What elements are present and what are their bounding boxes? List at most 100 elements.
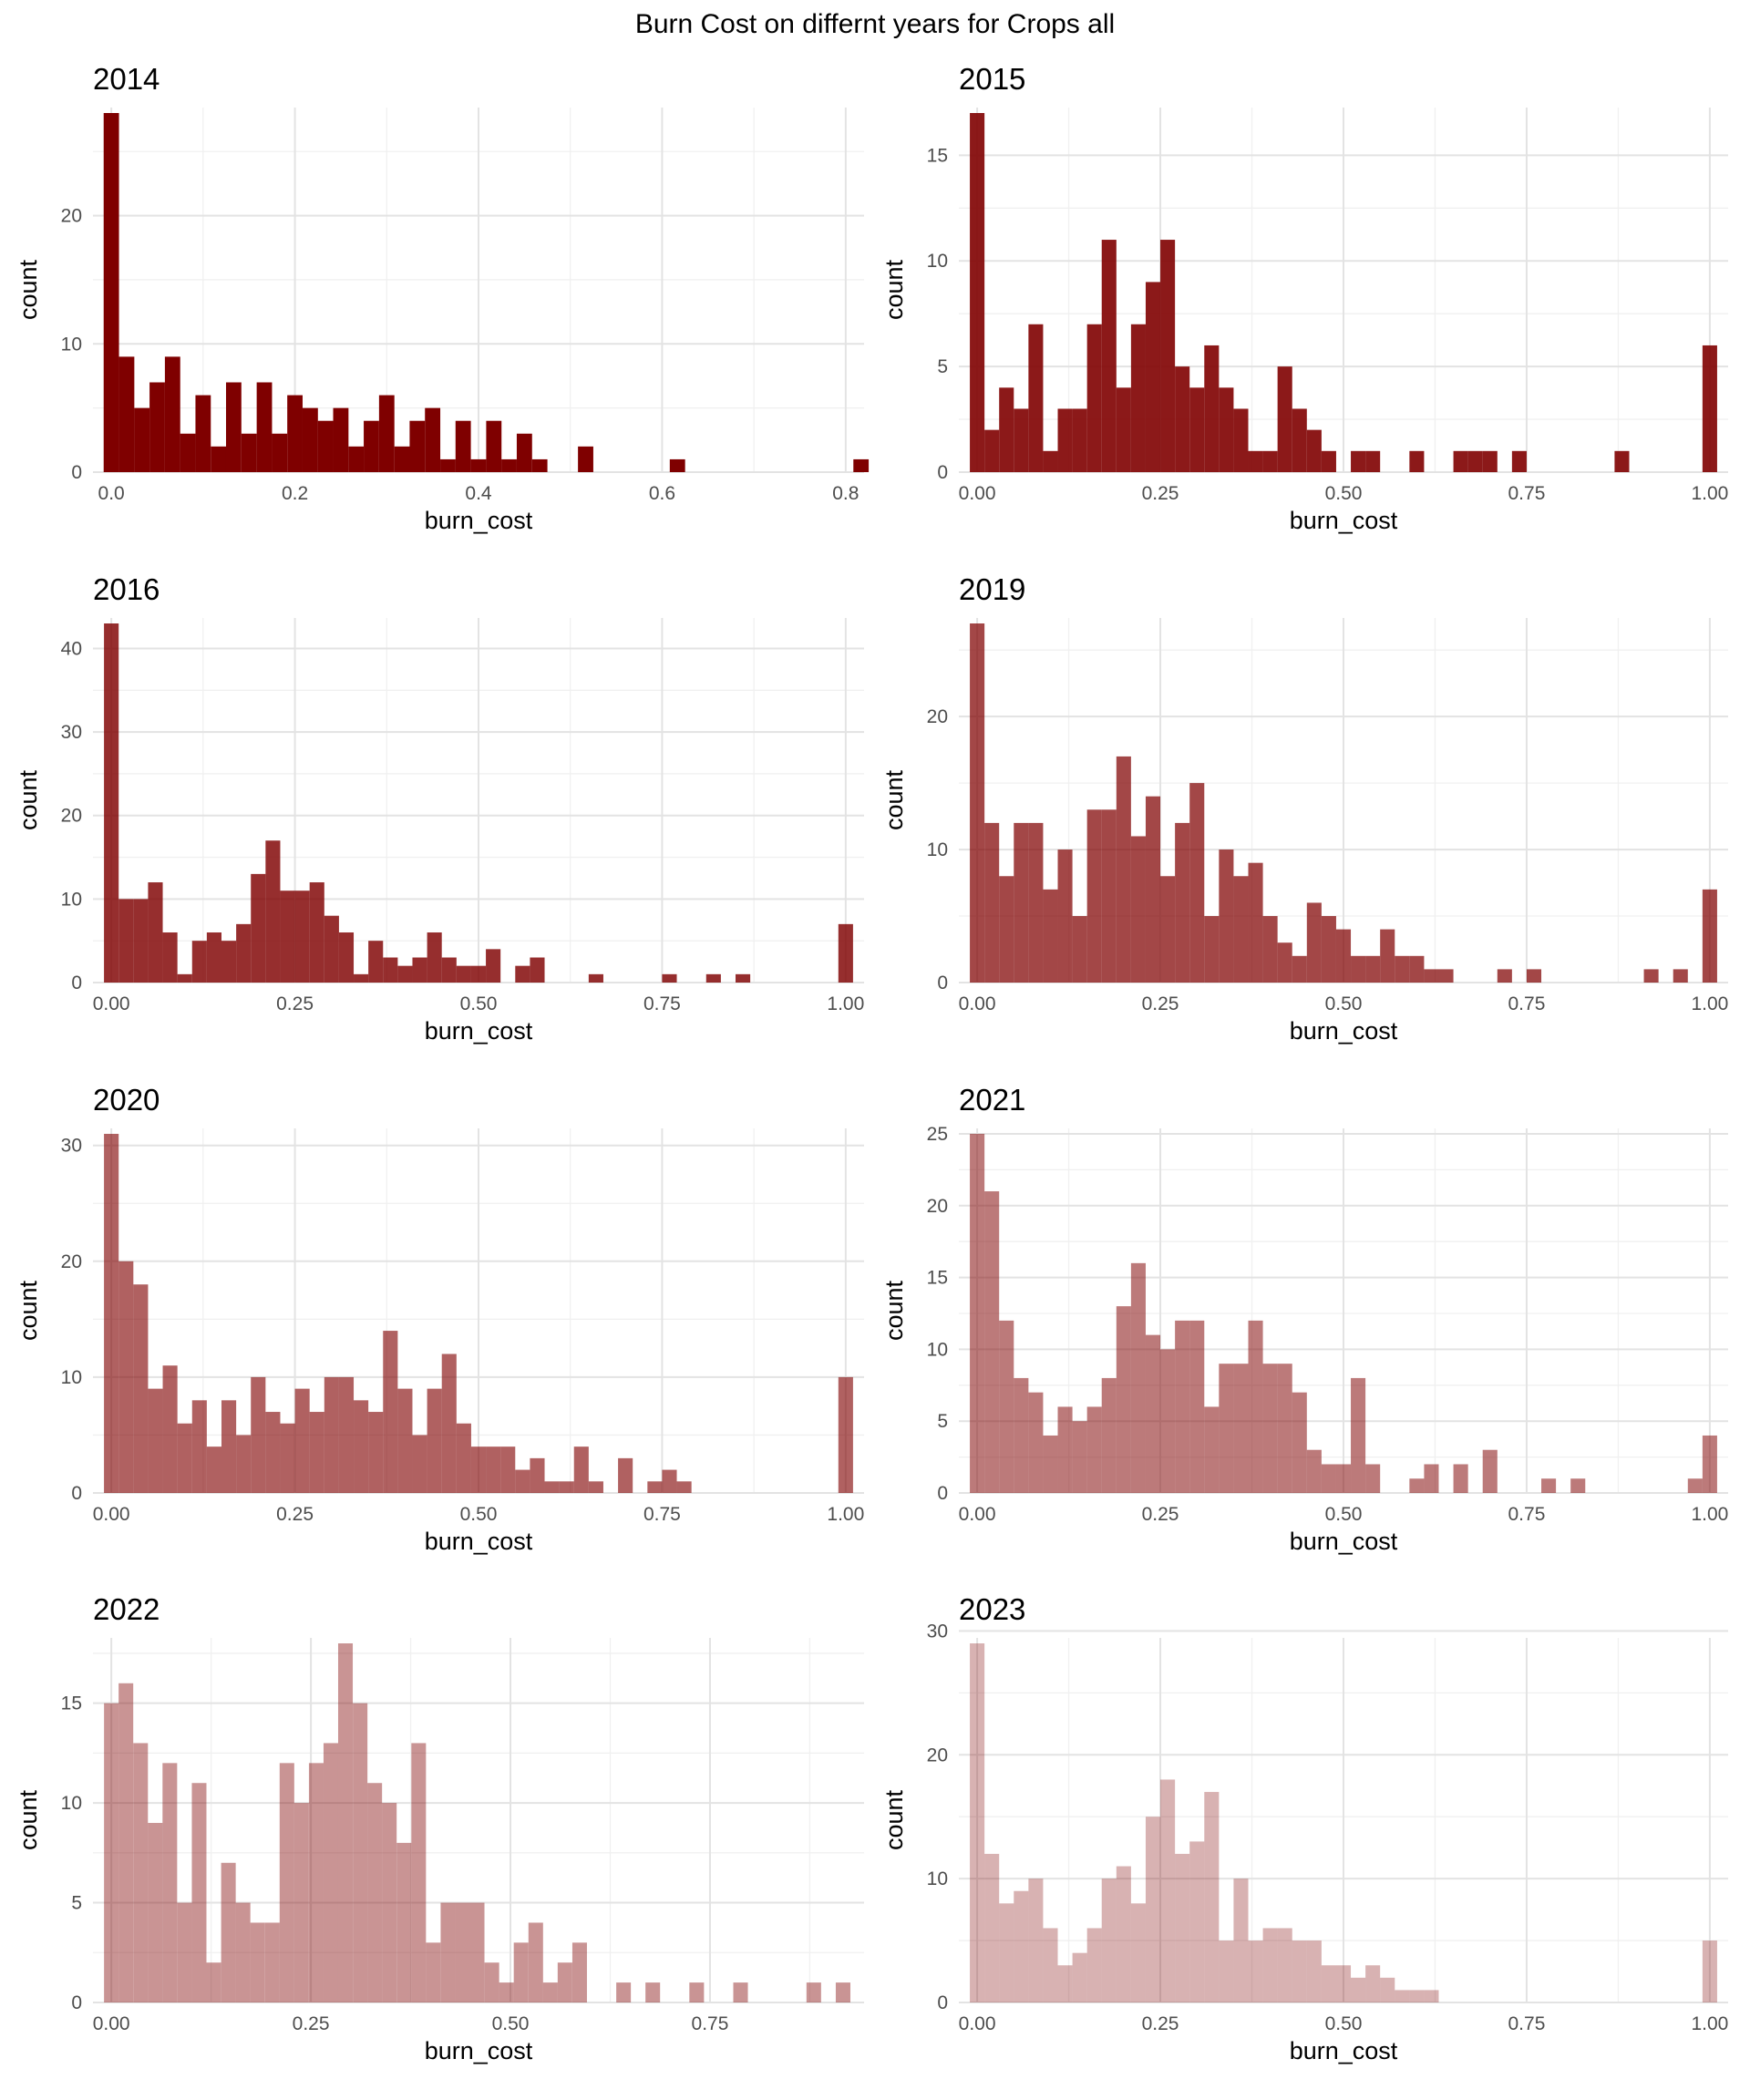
histogram-bar [1262,916,1278,983]
histogram-bar [133,1743,149,2002]
histogram-bar [265,1412,281,1493]
histogram-bar [1101,240,1117,472]
histogram-bar [1306,429,1322,472]
histogram-bar [1189,783,1205,983]
x-tick-label: 0.00 [959,483,996,504]
histogram-bar [1086,324,1102,472]
histogram-bar [1277,942,1292,983]
histogram-bar [397,965,413,983]
histogram-bar [1321,450,1336,472]
x-tick-label: 1.00 [827,993,864,1014]
histogram-bar [1541,1478,1557,1493]
histogram-bar [118,899,134,983]
histogram-bar [1702,1940,1717,2002]
histogram-bar [409,420,426,472]
y-tick-label: 0 [937,1992,948,2013]
histogram-bar [293,1803,309,2002]
panel-title: 2014 [93,62,160,96]
histogram-bar [1101,1879,1117,2002]
x-axis-title: burn_cost [425,1017,533,1045]
histogram-bar [280,890,295,983]
histogram-bar [1219,387,1234,472]
histogram-bar [1189,1320,1205,1493]
histogram-bar [470,965,487,983]
panel-2021: 0.00 0.25 0.50 0.75 1.00 0 5 10 15 20 25 2021 burn_c… [880,1083,1728,1555]
y-tick-label: 40 [61,638,82,659]
histogram-bar [1380,1977,1395,2002]
histogram-bar [1292,1940,1307,2002]
histogram-bar [324,1376,339,1493]
x-tick-label: 0.00 [93,1504,130,1525]
x-tick-label: 0.50 [492,2013,530,2034]
histogram-bar [397,1388,413,1493]
histogram-bar [1145,1817,1161,2002]
y-tick-label: 10 [927,1868,948,1889]
histogram-bar [455,420,471,472]
histogram-bar [501,458,517,472]
y-tick-label: 5 [71,1893,82,1914]
histogram-bar [1116,1866,1131,2002]
x-tick-label: 0.25 [1142,483,1179,504]
histogram-bar [1072,1952,1087,2002]
x-axis-title: burn_cost [425,1528,533,1555]
histogram-bar [1262,1364,1278,1493]
histogram-bar [177,1902,192,2002]
x-axis-title: burn_cost [1290,507,1398,534]
histogram-bar [1204,1792,1220,2002]
histogram-bar [441,1354,457,1493]
histogram-bar [324,915,339,983]
y-tick-label: 20 [61,806,82,827]
panel-2016: 0.00 0.25 0.50 0.75 1.00 0 10 20 30 40 2016 burn_co… [15,572,864,1045]
x-tick-label: 1.00 [827,1504,864,1525]
x-tick-label: 1.00 [1691,2013,1728,2034]
histogram-bar [999,1320,1014,1493]
histogram-bar [835,1982,850,2002]
y-axis-title: count [880,1789,908,1850]
histogram-bar [148,882,163,983]
histogram-bar [1028,822,1044,983]
x-axis-title: burn_cost [425,2037,533,2064]
histogram-bar [984,429,1000,472]
x-tick-label: 0.50 [1325,993,1363,1014]
histogram-bar [411,1743,427,2002]
histogram-bar [1160,1779,1176,2002]
histogram-bar [515,1469,530,1493]
histogram-bar [251,873,266,983]
histogram-bar [1292,955,1307,983]
histogram-bar [1043,1928,1058,2002]
histogram-bar [1335,929,1352,983]
y-tick-label: 10 [61,1367,82,1388]
y-tick-label: 15 [927,1268,948,1289]
histogram-bar [1277,1928,1292,2002]
histogram-bar [1145,796,1161,983]
histogram-bar [1497,969,1512,983]
histogram-bar [662,973,677,983]
histogram-bar [573,1446,589,1493]
y-tick-label: 0 [937,973,948,993]
histogram-bar [1175,1853,1190,2002]
histogram-bar [1570,1478,1586,1493]
histogram-bar [1687,1478,1703,1493]
x-tick-label: 0.50 [1325,2013,1363,2034]
histogram-bar [616,1982,632,2002]
y-axis-title: count [15,259,42,320]
histogram-bar [211,446,227,472]
histogram-bar [412,957,427,983]
histogram-bar [1160,240,1176,472]
histogram-bar [309,1412,324,1493]
histogram-bar [1101,809,1117,983]
x-tick-label: 0.25 [276,1504,314,1525]
histogram-bar [162,1365,178,1493]
histogram-bar [1043,889,1058,983]
histogram-bar [1057,408,1073,472]
histogram-bar [294,890,310,983]
histogram-bar [455,1902,470,2002]
x-tick-label: 0.50 [460,1504,498,1525]
x-tick-label: 0.00 [959,1504,996,1525]
histogram-bar [440,1902,456,2002]
y-tick-label: 20 [61,206,82,227]
histogram-bar [265,840,281,983]
y-tick-label: 5 [937,356,948,377]
histogram-bar [970,1643,985,2002]
y-tick-label: 10 [61,889,82,910]
